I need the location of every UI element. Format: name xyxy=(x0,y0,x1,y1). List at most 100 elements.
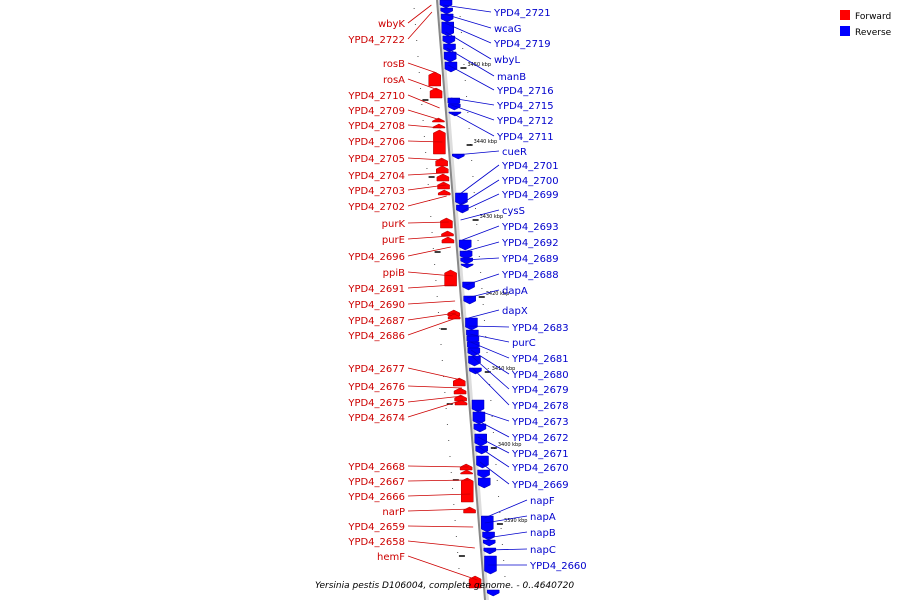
forward-gene-label: hemF xyxy=(377,552,405,563)
forward-gene-connector xyxy=(407,140,443,143)
minor-tick xyxy=(450,472,452,473)
forward-gene-connector xyxy=(407,4,432,24)
forward-gene-connector xyxy=(407,508,472,512)
legend-forward-swatch xyxy=(840,10,850,20)
forward-gene-label: purE xyxy=(382,235,405,246)
reverse-gene-connector xyxy=(484,499,528,519)
forward-gene-connector xyxy=(407,246,451,257)
forward-gene-connector xyxy=(407,367,462,381)
reverse-features xyxy=(439,0,500,597)
minor-tick xyxy=(496,480,498,481)
forward-gene-label: YPD4_2658 xyxy=(347,537,405,548)
reverse-gene-label: YPD4_2689 xyxy=(501,254,559,265)
forward-gene-connector xyxy=(407,385,463,389)
reverse-gene-label: YPD4_2716 xyxy=(496,86,554,97)
forward-feature xyxy=(429,87,443,99)
forward-gene-connector xyxy=(407,124,442,129)
reverse-gene-connector xyxy=(451,112,495,137)
reverse-gene-connector xyxy=(466,289,500,299)
reverse-gene-connector xyxy=(459,179,500,206)
forward-gene-connector xyxy=(407,157,444,161)
scale-tick-label: 3390 kbp xyxy=(504,518,528,524)
forward-feature xyxy=(428,71,442,87)
minor-tick xyxy=(425,152,427,153)
minor-tick xyxy=(459,16,461,17)
minor-tick xyxy=(437,312,439,313)
forward-gene-connector xyxy=(407,195,447,207)
reverse-gene-connector xyxy=(476,419,510,438)
forward-gene-connector xyxy=(407,395,463,403)
reverse-feature xyxy=(477,477,491,489)
minor-tick xyxy=(422,120,424,121)
minor-tick xyxy=(473,192,475,193)
minor-tick xyxy=(503,560,505,561)
reverse-feature xyxy=(477,469,490,479)
forward-gene-label: YPD4_2675 xyxy=(347,398,405,409)
forward-gene-connector xyxy=(407,493,471,497)
reverse-feature xyxy=(475,445,488,455)
reverse-gene-connector xyxy=(472,367,510,406)
minor-tick xyxy=(499,512,501,513)
reverse-gene-connector xyxy=(469,333,510,343)
reverse-feature xyxy=(471,399,485,413)
reverse-feature xyxy=(440,7,453,15)
reverse-gene-label: YPD4_2680 xyxy=(511,370,569,381)
legend-forward-label: Forward xyxy=(855,12,891,22)
minor-tick xyxy=(455,536,457,537)
minor-tick xyxy=(476,224,478,225)
forward-gene-connector xyxy=(407,284,454,289)
minor-tick xyxy=(481,288,483,289)
minor-tick xyxy=(427,184,429,185)
minor-tick xyxy=(495,464,497,465)
forward-feature xyxy=(447,313,461,320)
forward-feature xyxy=(460,469,473,475)
reverse-gene-label: YPD4_2688 xyxy=(501,270,559,281)
reverse-gene-connector xyxy=(468,309,500,319)
forward-gene-label: YPD4_2690 xyxy=(347,300,405,311)
reverse-gene-label: YPD4_2721 xyxy=(493,8,551,19)
minor-tick xyxy=(443,376,445,377)
scale-tick-label: 3400 kbp xyxy=(498,442,522,448)
reverse-feature xyxy=(482,531,495,541)
minor-tick xyxy=(498,496,500,497)
reverse-feature xyxy=(443,43,456,53)
reverse-gene-label: YPD4_2692 xyxy=(501,238,559,249)
reverse-gene-connector xyxy=(462,225,500,241)
reverse-gene-connector xyxy=(465,273,500,286)
minor-tick xyxy=(491,416,493,417)
minor-tick xyxy=(452,488,454,489)
minor-tick xyxy=(490,400,492,401)
minor-tick xyxy=(487,368,489,369)
forward-gene-label: YPD4_2708 xyxy=(347,121,405,132)
minor-tick xyxy=(468,128,470,129)
forward-gene-connector xyxy=(407,94,440,109)
forward-gene-label: YPD4_2686 xyxy=(347,331,405,342)
minor-tick xyxy=(454,520,456,521)
forward-feature xyxy=(468,575,482,589)
minor-tick xyxy=(466,96,468,97)
reverse-feature xyxy=(465,317,478,331)
scale-tick-label: 3410 kbp xyxy=(492,366,516,372)
forward-feature xyxy=(436,165,449,174)
reverse-gene-label: YPD4_2699 xyxy=(501,190,559,201)
minor-tick xyxy=(463,64,465,65)
reverse-feature xyxy=(444,61,458,73)
reverse-gene-connector xyxy=(478,446,510,468)
reverse-gene-connector xyxy=(446,47,495,77)
reverse-gene-connector xyxy=(486,548,528,551)
minor-tick xyxy=(416,40,418,41)
reverse-feature xyxy=(439,0,453,9)
forward-feature xyxy=(436,173,450,182)
forward-gene-connector xyxy=(407,300,456,305)
forward-gene-connector xyxy=(407,172,445,176)
forward-gene-connector xyxy=(407,271,454,277)
reverse-gene-connector xyxy=(451,104,495,121)
minor-tick xyxy=(500,528,502,529)
reverse-gene-connector xyxy=(470,341,510,359)
reverse-gene-connector xyxy=(479,461,510,485)
forward-gene-label: YPD4_2659 xyxy=(347,522,405,533)
minor-tick xyxy=(478,256,480,257)
reverse-gene-label: napC xyxy=(530,545,556,556)
reverse-feature xyxy=(474,433,487,447)
reverse-gene-connector xyxy=(458,164,500,196)
